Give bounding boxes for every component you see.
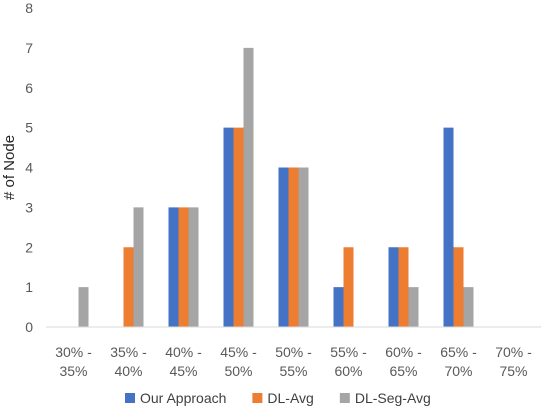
x-tick-label: 45% -50% bbox=[220, 344, 257, 379]
bar bbox=[243, 47, 254, 327]
x-tick-label: 60% -65% bbox=[385, 344, 422, 379]
legend-label: DL-Avg bbox=[267, 390, 313, 406]
x-tick-label: 55% -60% bbox=[330, 344, 367, 379]
bar bbox=[78, 287, 89, 327]
legend-swatch bbox=[125, 393, 135, 403]
x-tick-label: 70% -75% bbox=[495, 344, 532, 379]
legend: Our Approach DL-Avg DL-Seg-Avg bbox=[125, 390, 431, 406]
y-axis-ticks: 0 1 2 3 4 5 6 7 8 bbox=[25, 0, 33, 335]
bar bbox=[188, 207, 199, 327]
legend-label: DL-Seg-Avg bbox=[355, 390, 431, 406]
bar bbox=[333, 287, 344, 327]
y-tick-label: 1 bbox=[25, 279, 33, 295]
y-tick-label: 6 bbox=[25, 80, 33, 96]
legend-swatch bbox=[252, 393, 263, 403]
bar bbox=[298, 167, 309, 327]
x-axis-ticks: 30% -35% 35% -40% 40% -45% 45% -50% 50% -55%… bbox=[55, 344, 532, 379]
bar bbox=[443, 127, 454, 327]
y-tick-label: 4 bbox=[25, 160, 33, 176]
y-tick-label: 2 bbox=[25, 239, 33, 255]
bar bbox=[223, 127, 234, 327]
bar bbox=[133, 207, 144, 327]
bar bbox=[123, 247, 134, 327]
legend-label: Our Approach bbox=[140, 390, 226, 406]
y-tick-label: 5 bbox=[25, 120, 33, 136]
y-tick-label: 7 bbox=[25, 40, 33, 56]
y-axis-title: # of Node bbox=[1, 135, 18, 200]
x-tick-label: 30% -35% bbox=[55, 344, 92, 379]
bar bbox=[278, 167, 289, 327]
legend-swatch bbox=[339, 393, 350, 403]
y-tick-label: 8 bbox=[25, 0, 33, 16]
bar bbox=[288, 167, 299, 327]
x-tick-label: 65% -70% bbox=[440, 344, 477, 379]
bar bbox=[408, 287, 419, 327]
x-tick-label: 40% -45% bbox=[165, 344, 202, 379]
bar bbox=[178, 207, 189, 327]
bars bbox=[78, 47, 474, 327]
bar bbox=[388, 247, 399, 327]
bar bbox=[398, 247, 409, 327]
y-tick-label: 3 bbox=[25, 199, 33, 215]
y-tick-label: 0 bbox=[25, 319, 33, 335]
x-tick-label: 50% -55% bbox=[275, 344, 312, 379]
bar bbox=[453, 247, 464, 327]
bar bbox=[343, 247, 354, 327]
bar bbox=[463, 287, 474, 327]
bar bbox=[168, 207, 179, 327]
bar bbox=[233, 127, 244, 327]
x-tick-label: 35% -40% bbox=[110, 344, 147, 379]
